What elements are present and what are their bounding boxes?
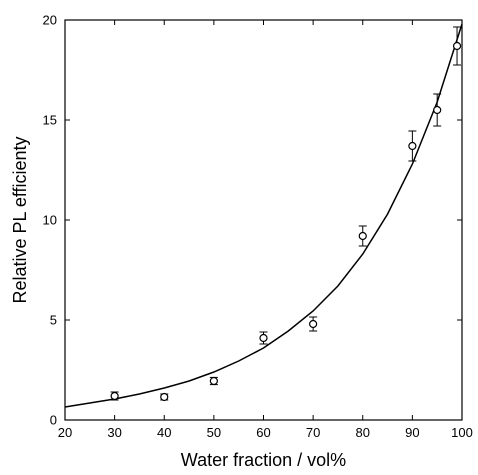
- data-point-3: [259, 333, 268, 343]
- y-tick-label-10: 10: [43, 213, 57, 228]
- x-tick-label-90: 90: [405, 425, 419, 440]
- ticks-layer: 20 30 40 50 60 70 80 90 100 0 5 10 15 20: [43, 13, 473, 441]
- x-tick-label-50: 50: [207, 425, 221, 440]
- x-tick-label-100: 100: [451, 425, 473, 440]
- data-point-6: [408, 141, 417, 151]
- data-point-8: [452, 41, 462, 51]
- y-tick-label-5: 5: [50, 313, 57, 328]
- data-point-2: [209, 376, 218, 386]
- data-point-0: [110, 391, 119, 401]
- y-tick-label-15: 15: [43, 113, 57, 128]
- x-tick-label-70: 70: [306, 425, 320, 440]
- x-tick-label-20: 20: [58, 425, 72, 440]
- data-point-4: [309, 319, 318, 329]
- y-tick-label-0: 0: [50, 413, 57, 428]
- data-point-5: [358, 231, 367, 241]
- x-tick-label-60: 60: [256, 425, 270, 440]
- y-axis-label: Relative PL efficienty: [10, 136, 30, 303]
- x-tick-label-80: 80: [356, 425, 370, 440]
- data-point-1: [160, 392, 169, 402]
- fit-curve: [64, 23, 463, 408]
- fit-curve-layer: [64, 23, 463, 408]
- y-tick-label-20: 20: [43, 13, 57, 28]
- x-tick-label-40: 40: [157, 425, 171, 440]
- x-axis-label: Water fraction / vol%: [181, 450, 346, 470]
- data-point-7: [433, 105, 442, 115]
- x-tick-label-30: 30: [107, 425, 121, 440]
- data-points-layer: [110, 26, 462, 402]
- plot-frame: [64, 19, 463, 421]
